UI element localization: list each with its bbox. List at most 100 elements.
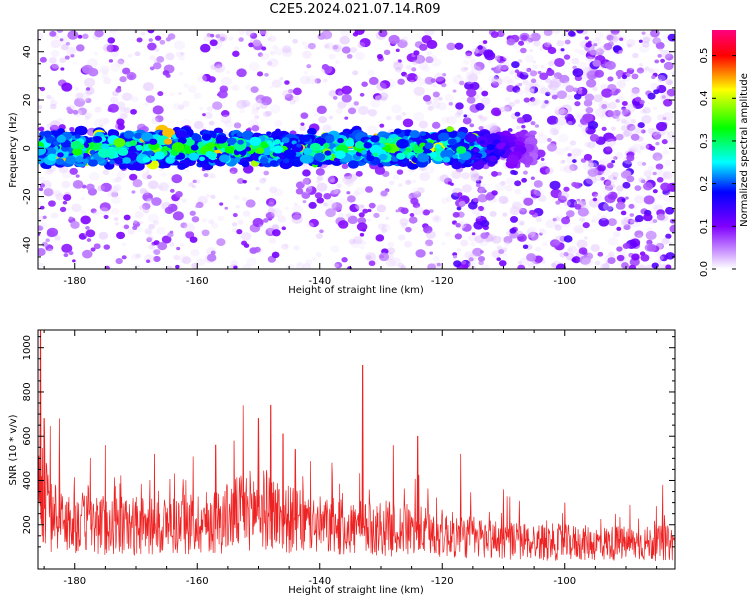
spectrogram-cell xyxy=(325,199,337,210)
spectrogram-cell xyxy=(75,174,80,178)
spectrogram-cell xyxy=(232,222,238,227)
spectrogram-cell xyxy=(496,56,501,60)
spectrogram-cell xyxy=(111,207,120,215)
spectrogram-cell xyxy=(249,32,258,39)
spectrogram-cell xyxy=(451,170,462,179)
spectrogram-cell xyxy=(272,224,280,231)
spectrogram-cell xyxy=(287,89,294,94)
spectrogram-cell xyxy=(127,53,133,58)
spectrogram-cell xyxy=(540,65,545,69)
spectrogram-cell xyxy=(577,207,589,217)
spectrogram-cell xyxy=(309,142,322,152)
spectrogram-cell xyxy=(39,205,45,210)
spectrogram-cell xyxy=(220,76,232,87)
spectrogram-cell xyxy=(666,80,673,85)
spectrogram-cell xyxy=(196,258,206,267)
spectrogram-cell xyxy=(472,197,479,203)
spectrogram-cell xyxy=(166,265,173,269)
spectrogram-cell xyxy=(551,94,558,100)
spectrogram-cell xyxy=(74,134,81,139)
spectrogram-cell xyxy=(177,104,185,110)
spectrogram-cell xyxy=(664,159,672,167)
spectrogram-cell xyxy=(608,251,615,257)
spectrogram-cell xyxy=(85,97,92,104)
snr-x-ticks: -180 -160 -140 -120 -100 xyxy=(43,330,658,587)
spectrogram-cell xyxy=(646,239,653,245)
spectrogram-cell xyxy=(640,254,650,262)
spectrogram-cell xyxy=(111,195,122,205)
spectrogram-cell xyxy=(413,112,425,122)
spectrogram-cell xyxy=(665,78,674,86)
spectrogram-cell xyxy=(549,180,561,190)
spectrogram-cell xyxy=(447,138,457,146)
spectrogram-cell xyxy=(38,145,46,156)
spectrogram-cell xyxy=(620,118,627,124)
spectrogram-cell xyxy=(571,57,580,65)
spectrogram-cell xyxy=(616,254,625,262)
spectrogram-cell xyxy=(417,153,430,163)
spectrogram-cell xyxy=(563,54,571,60)
spectrogram-cell xyxy=(418,62,428,71)
spectrogram-cell xyxy=(548,80,560,91)
spectrogram-cell xyxy=(468,234,477,242)
spectrogram-cell xyxy=(417,187,425,194)
spectrogram-cell xyxy=(610,30,620,36)
spectrogram-cell xyxy=(263,170,270,176)
spectrogram-cell xyxy=(321,64,330,71)
spectrogram-cell xyxy=(74,87,80,92)
spectrogram-cell xyxy=(529,48,534,53)
spectrogram-cell xyxy=(241,232,252,241)
spectrogram-cell xyxy=(93,142,104,151)
spectrogram-cell xyxy=(508,70,514,76)
spectrogram-cell xyxy=(434,216,440,221)
spectrogram-cell xyxy=(472,247,483,257)
spectrogram-cell xyxy=(607,257,616,265)
spectrogram-cell xyxy=(85,225,90,230)
spectrogram-cell xyxy=(593,94,604,103)
spectrogram-cell xyxy=(145,229,153,236)
spectrogram-cell xyxy=(437,132,450,142)
spectrogram-cell xyxy=(516,136,523,142)
spectrogram-cell xyxy=(321,64,333,74)
spectrogram-cell xyxy=(378,30,388,38)
spectrogram-cell xyxy=(232,213,238,218)
spectrogram-cell xyxy=(365,186,373,193)
spectrogram-cell xyxy=(314,78,322,84)
y-tick-label: 20 xyxy=(22,94,33,107)
spectrogram-cell xyxy=(473,61,485,71)
spectrogram-cell xyxy=(425,56,434,64)
spectrogram-cell xyxy=(258,224,264,228)
spectrogram-cell xyxy=(388,34,400,45)
spectrogram-cell xyxy=(332,44,339,50)
spectrogram-cell xyxy=(118,107,129,116)
spectrogram-cell xyxy=(350,239,362,249)
spectrogram-cell xyxy=(52,140,59,146)
spectrogram-cell xyxy=(559,108,568,115)
colorbar-tick-label: 0.4 xyxy=(699,90,710,106)
spectrogram-cell xyxy=(238,30,246,35)
spectrogram-cell xyxy=(237,139,244,145)
spectrogram-cell xyxy=(386,247,396,255)
spectrogram-cell xyxy=(607,174,615,181)
spectrogram-cell xyxy=(664,53,674,61)
spectrogram-cell xyxy=(400,265,407,269)
spectrogram-cell xyxy=(363,142,373,149)
spectrogram-cell xyxy=(389,257,401,267)
spectrogram-cell xyxy=(93,243,101,250)
spectrogram-cell xyxy=(147,180,159,190)
spectrogram-cell xyxy=(601,126,607,132)
spectrogram-cell xyxy=(411,187,421,195)
spectrogram-cell xyxy=(103,244,111,250)
spectrogram-cell xyxy=(121,92,132,101)
spectrogram-cell xyxy=(559,159,565,165)
spectrogram-cell xyxy=(465,71,476,80)
spectrogram-cell xyxy=(133,132,143,139)
spectrogram-cell xyxy=(547,84,553,89)
spectrogram-cell xyxy=(142,156,151,163)
spectrogram-cell xyxy=(407,195,412,199)
spectrogram-cell xyxy=(139,204,146,211)
spectrogram-cell xyxy=(252,39,262,47)
spectrogram-cell xyxy=(359,92,365,97)
spectrogram-cell xyxy=(269,50,276,56)
